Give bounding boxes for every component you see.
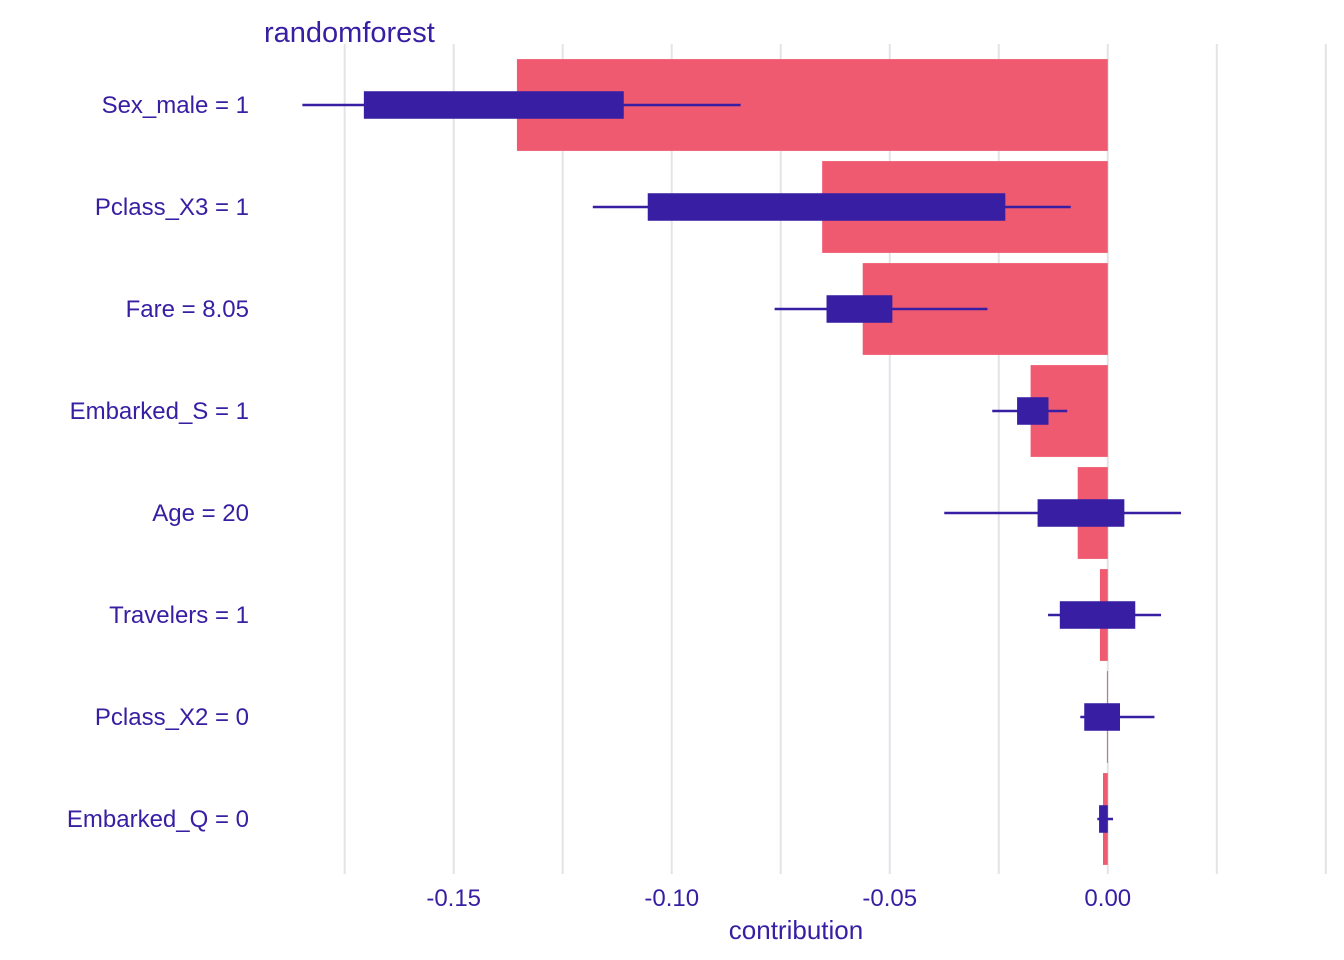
category-label: Pclass_X2 = 0: [95, 704, 249, 731]
boxplot-box: [1017, 397, 1049, 425]
x-tick-label: 0.00: [1084, 885, 1131, 912]
boxplot-box: [1084, 703, 1120, 731]
x-tick-label: -0.15: [426, 885, 481, 912]
boxplot-box: [826, 295, 893, 323]
boxplots: [302, 91, 1182, 833]
boxplot-box: [363, 91, 624, 119]
chart-title: randomforest: [264, 17, 435, 49]
x-axis-label: contribution: [729, 915, 863, 945]
boxplot-box: [1099, 805, 1108, 833]
category-label: Fare = 8.05: [126, 296, 249, 323]
category-label: Embarked_Q = 0: [67, 806, 249, 833]
boxplot-box: [647, 193, 1006, 221]
x-tick-label: -0.05: [862, 885, 917, 912]
boxplot-box: [1037, 499, 1125, 527]
contribution-bars: [516, 59, 1108, 865]
category-label: Age = 20: [152, 500, 249, 527]
x-axis-ticks: -0.15 -0.10 -0.05 0.00: [426, 885, 1131, 912]
category-label: Embarked_S = 1: [70, 398, 249, 425]
category-labels: Sex_male = 1 Pclass_X3 = 1 Fare = 8.05 Emba…: [67, 92, 249, 833]
category-label: Pclass_X3 = 1: [95, 194, 249, 221]
boxplot-box: [1059, 601, 1136, 629]
x-tick-label: -0.10: [644, 885, 699, 912]
category-label: Sex_male = 1: [102, 92, 249, 119]
category-label: Travelers = 1: [109, 602, 249, 629]
